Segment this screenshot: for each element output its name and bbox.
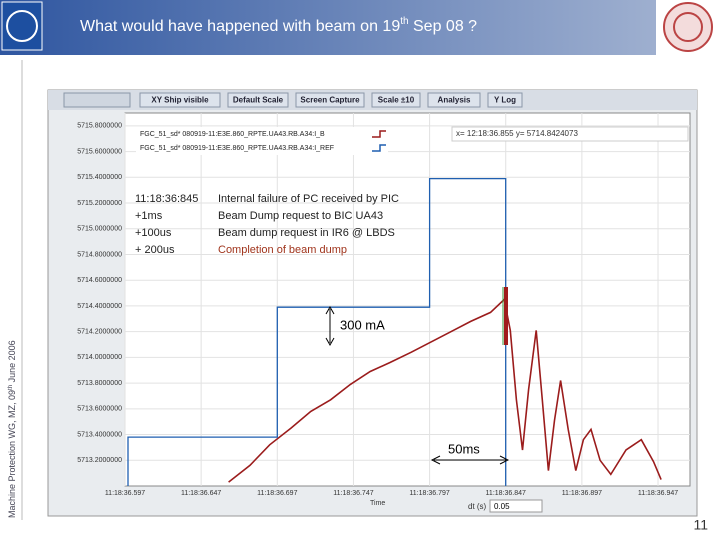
event-text: Beam dump request in IR6 @ LBDS <box>218 227 395 239</box>
legend-swatch <box>372 130 386 138</box>
y-tick-label: 5713.2000000 <box>77 457 122 464</box>
x-tick-label: 11:18:36.697 <box>257 490 297 497</box>
x-tick-label: 11:18:36.597 <box>105 490 145 497</box>
y-tick-label: 5713.4000000 <box>77 431 122 438</box>
button-face[interactable] <box>295 92 365 108</box>
button-label[interactable]: Screen Capture <box>300 96 360 105</box>
time-arrow-heads <box>430 455 510 465</box>
event-time: + 200us <box>135 244 175 256</box>
y-tick-label: 5713.6000000 <box>77 406 122 413</box>
event-time: 11:18:36:845 <box>135 193 198 205</box>
toolbar-button[interactable]: XY Ship visible <box>139 92 221 108</box>
x-tick-label: 11:18:36.897 <box>562 490 602 497</box>
event-text: Completion of beam dump <box>218 244 347 256</box>
dt-box <box>489 499 543 513</box>
button-face[interactable] <box>139 92 221 108</box>
dt-value: 0.05 <box>494 502 510 511</box>
cursor-readout: x= 12:18:36.855 y= 5714.8424073 <box>456 129 578 138</box>
button-label[interactable]: Default Scale <box>233 96 284 105</box>
time-step: 50ms <box>448 441 480 456</box>
current-step: 300 mA <box>340 317 385 332</box>
button-face[interactable] <box>371 92 421 108</box>
x-axis-label: Time <box>370 500 385 507</box>
button-label[interactable]: Y Log <box>494 96 516 105</box>
y-tick-label: 5713.8000000 <box>77 380 122 387</box>
legend-label: FGC_51_sd* 080919-11:E3E.860_RPTE.UA43.R… <box>140 131 325 138</box>
button-label[interactable]: XY Ship visible <box>151 96 209 105</box>
side-note: Machine Protection WG, MZ, 09th June 200… <box>7 340 17 518</box>
event-time: +100us <box>135 227 172 239</box>
x-tick-label: 11:18:36.847 <box>486 490 526 497</box>
dt-label: dt (s) <box>468 502 487 511</box>
y-tick-label: 5715.6000000 <box>77 148 122 155</box>
series-line <box>228 297 662 483</box>
button-label[interactable]: Scale ±10 <box>378 96 415 105</box>
x-tick-label: 11:18:36.947 <box>638 490 678 497</box>
toolbar-button[interactable]: Default Scale <box>227 92 289 108</box>
button-face[interactable] <box>227 92 289 108</box>
y-tick-label: 5715.4000000 <box>77 174 122 181</box>
legend-swatch <box>372 144 386 152</box>
toolbar-button[interactable]: Scale ±10 <box>371 92 421 108</box>
events: 11:18:36:845 Internal failure of PC recei… <box>135 193 399 256</box>
x-tick-label: 11:18:36.647 <box>181 490 221 497</box>
y-tick-label: 5714.4000000 <box>77 303 122 310</box>
x-tick-label: 11:18:36.797 <box>409 490 449 497</box>
y-tick-label: 5715.2000000 <box>77 200 122 207</box>
current-arrow-heads <box>325 305 335 347</box>
event-text: Internal failure of PC received by PIC <box>218 193 399 205</box>
right-logo-inner <box>673 12 703 42</box>
event-text: Beam Dump request to BIC UA43 <box>218 210 383 222</box>
legend-label: FGC_51_sd* 080919-11:E3E.860_RPTE.UA43.R… <box>140 145 334 152</box>
y-tick-label: 5714.6000000 <box>77 277 122 284</box>
button-label[interactable]: Analysis <box>438 96 471 105</box>
y-tick-label: 5715.8000000 <box>77 123 122 130</box>
cursor-box <box>451 126 689 142</box>
toolbar-button[interactable]: Analysis <box>427 92 481 108</box>
title-band <box>0 0 720 55</box>
y-tick-label: 5714.2000000 <box>77 328 122 335</box>
plot: 5715.8000000 5715.6000000 5715.4000000 5715… <box>77 113 690 497</box>
cern-logo-ring <box>6 10 38 42</box>
right-logo <box>663 2 713 52</box>
tool-icons <box>63 92 131 108</box>
y-tick-label: 5715.0000000 <box>77 226 122 233</box>
plot-area <box>124 112 691 487</box>
y-tick-label: 5714.0000000 <box>77 354 122 361</box>
event-time: +1ms <box>135 210 163 222</box>
legend <box>136 127 388 155</box>
page-number: 11 <box>693 517 708 533</box>
toolbar-button[interactable]: Screen Capture <box>295 92 365 108</box>
toolbar-button[interactable]: Y Log <box>487 92 523 108</box>
title: What would have happened with beam on 19… <box>80 16 477 36</box>
y-tick-label: 5714.8000000 <box>77 251 122 258</box>
button-face[interactable] <box>487 92 523 108</box>
series-line <box>127 177 507 486</box>
x-tick-label: 11:18:36.747 <box>333 490 373 497</box>
button-face[interactable] <box>427 92 481 108</box>
